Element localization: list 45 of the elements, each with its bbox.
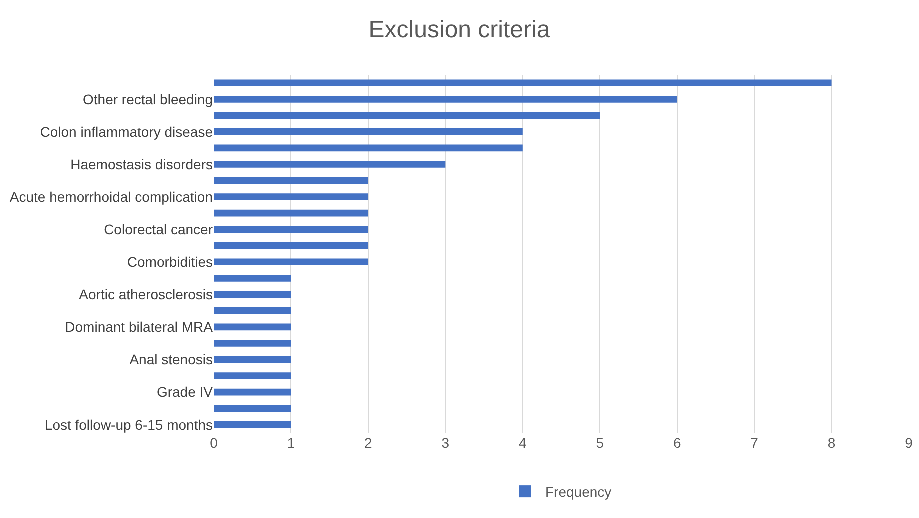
- x-tick-label: 9: [905, 435, 914, 451]
- y-tick-label: Colon inflammatory disease: [40, 124, 214, 140]
- bar: [214, 421, 292, 428]
- x-tick-label: 1: [287, 435, 296, 451]
- bar: [214, 226, 368, 234]
- y-tick-label: Colorectal cancer: [104, 221, 214, 238]
- y-tick-label: Comorbidities: [127, 254, 213, 270]
- bar: [214, 372, 292, 380]
- bar: [214, 80, 832, 87]
- bar: [214, 340, 292, 347]
- y-tick-label: Haemostasis disorders: [70, 156, 213, 172]
- x-tick-label: 7: [750, 435, 759, 451]
- x-tick-label: 2: [364, 435, 373, 451]
- bar: [214, 388, 292, 396]
- bar: [214, 210, 368, 217]
- bar: [214, 258, 368, 266]
- x-tick-label: 8: [828, 435, 836, 451]
- bar: [214, 177, 368, 184]
- y-tick-label: Grade IV: [156, 384, 214, 400]
- y-tick-label: Anal stenosis: [130, 352, 213, 368]
- y-tick-label: Dominant bilateral MRA: [65, 319, 214, 336]
- bar: [214, 96, 678, 103]
- x-tick-label: 6: [673, 435, 682, 451]
- bar: [214, 194, 368, 200]
- legend-label: Frequency: [546, 484, 612, 500]
- bar: [214, 356, 292, 364]
- y-tick-label: Lost follow-up 6-15 months: [44, 416, 213, 433]
- x-tick-label: 0: [210, 435, 218, 451]
- bar: [214, 144, 523, 152]
- bar: [214, 242, 368, 250]
- y-tick-label: Other rectal bleeding: [83, 91, 213, 108]
- x-tick-label: 4: [518, 435, 527, 451]
- bar: [214, 274, 292, 282]
- bar: [214, 161, 446, 168]
- y-tick-label: Acute hemorrhoidal complication: [10, 188, 213, 205]
- bar: [214, 324, 292, 331]
- bar: [214, 308, 292, 314]
- y-tick-label: Aortic atherosclerosis: [79, 286, 213, 303]
- bar: [214, 128, 523, 136]
- x-tick-label: 5: [596, 435, 604, 451]
- bar: [214, 405, 292, 412]
- x-tick-label: 3: [442, 435, 450, 451]
- bar: [214, 291, 292, 298]
- chart-title: Exclusion criteria: [368, 16, 551, 44]
- bar: [214, 112, 600, 120]
